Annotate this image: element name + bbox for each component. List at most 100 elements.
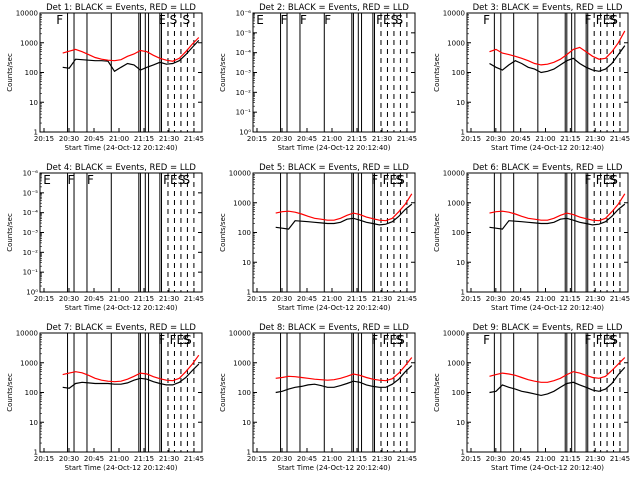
y-tick-label: 1000 [233, 199, 251, 207]
y-axis-label: Counts/sec [6, 373, 14, 412]
event-marker: F [56, 13, 63, 27]
event-marker: S [396, 333, 404, 347]
x-tick-label: 21:45 [184, 295, 204, 303]
x-tick-label: 20:45 [297, 135, 317, 143]
event-marker: FES [170, 333, 192, 347]
event-marker: FES [163, 173, 185, 187]
x-tick-label: 21:30 [372, 135, 392, 143]
series-events-line [275, 203, 413, 230]
x-tick-label: 20:30 [486, 295, 506, 303]
x-tick-label: 21:30 [585, 135, 605, 143]
x-tick-label: 21:15 [347, 295, 367, 303]
event-marker: FES [596, 173, 618, 187]
y-tick-label: 10000 [16, 330, 38, 338]
event-marker: FES [383, 333, 405, 347]
y-tick-label: 100 [238, 229, 251, 237]
chart-title: Det 2: BLACK = Events, RED = LLD [259, 3, 409, 13]
y-tick-label: 10 [29, 99, 38, 107]
event-marker: F [371, 173, 378, 187]
event-marker: E [43, 173, 51, 187]
x-tick-label: 21:30 [585, 295, 605, 303]
y-tick-label: 10⁻¹ [236, 109, 252, 117]
event-marker: F [483, 13, 490, 27]
series-lld-line [275, 357, 413, 382]
y-axis-label: Counts/sec [6, 213, 14, 252]
plot-frame [39, 172, 203, 293]
x-tick-label: 20:30 [272, 295, 292, 303]
x-tick-label: 20:30 [486, 455, 506, 463]
x-tick-label: 21:30 [159, 295, 179, 303]
y-tick-label: 10⁻³ [23, 229, 39, 237]
x-tick-label: 20:45 [511, 135, 531, 143]
chart-panel-6: Det 6: BLACK = Events, RED = LLD 1 10 100 10… [433, 163, 630, 312]
x-tick-label: 21:30 [372, 295, 392, 303]
y-tick-label: 10⁻² [236, 89, 252, 97]
y-tick-label: 10000 [443, 170, 465, 178]
series-lld-line [275, 193, 413, 222]
plot-frame [466, 12, 629, 133]
x-tick-label: 21:00 [535, 295, 555, 303]
event-marker: F [324, 13, 331, 27]
x-axis-label: Start Time (24-Oct-12 20:12:40) [65, 464, 178, 472]
y-tick-label: 1 [34, 129, 38, 137]
x-axis-label: Start Time (24-Oct-12 20:12:40) [278, 144, 391, 152]
y-tick-label: 10 [29, 419, 38, 427]
plot-frame [39, 12, 203, 133]
x-tick-label: 21:00 [535, 135, 555, 143]
y-tick-label: 10⁰ [26, 289, 38, 297]
event-marker: S [396, 13, 404, 27]
x-tick-label: 21:00 [322, 295, 342, 303]
x-tick-label: 20:15 [247, 135, 267, 143]
x-tick-label: 21:15 [560, 455, 580, 463]
x-tick-label: 20:45 [511, 455, 531, 463]
event-marker: S [609, 173, 617, 187]
x-tick-label: 21:15 [134, 455, 154, 463]
y-tick-label: 1000 [233, 359, 251, 367]
y-tick-label: 1 [34, 449, 38, 457]
x-tick-label: 21:15 [347, 455, 367, 463]
x-axis-label: Start Time (24-Oct-12 20:12:40) [65, 304, 178, 312]
x-axis-label: Start Time (24-Oct-12 20:12:40) [491, 464, 604, 472]
y-tick-label: 10⁻⁵ [236, 29, 252, 37]
y-tick-label: 1 [461, 129, 465, 137]
chart-panel-8: Det 8: BLACK = Events, RED = LLD 1 10 100 10… [219, 323, 417, 472]
x-axis-label: Start Time (24-Oct-12 20:12:40) [278, 464, 391, 472]
series-events-line [489, 203, 626, 230]
y-tick-label: 1000 [447, 199, 465, 207]
y-tick-label: 100 [452, 69, 465, 77]
chart-title: Det 8: BLACK = Events, RED = LLD [259, 323, 409, 333]
y-tick-label: 1000 [447, 39, 465, 47]
series-lld-line [489, 193, 626, 222]
y-tick-label: 10 [456, 259, 465, 267]
event-marker: F [585, 13, 592, 27]
event-marker: S [170, 13, 178, 27]
y-tick-label: 10 [456, 99, 465, 107]
x-tick-label: 21:00 [109, 135, 129, 143]
x-tick-label: 21:30 [159, 455, 179, 463]
event-marker: F [585, 333, 592, 347]
x-tick-label: 20:45 [84, 135, 104, 143]
x-tick-label: 20:15 [34, 295, 54, 303]
x-tick-label: 20:15 [461, 135, 481, 143]
series-lld-line [489, 357, 626, 383]
chart-panel-4: Det 4: BLACK = Events, RED = LLD 10⁰ 10⁻¹ 1… [6, 163, 204, 312]
series-lld-line [62, 37, 200, 62]
event-marker: FES [596, 13, 618, 27]
y-tick-label: 10 [456, 419, 465, 427]
x-tick-label: 21:00 [109, 295, 129, 303]
chart-panel-9: Det 9: BLACK = Events, RED = LLD 1 10 100 10… [433, 323, 630, 472]
y-tick-label: 10⁻⁴ [236, 49, 252, 57]
x-tick-label: 21:00 [109, 455, 129, 463]
y-axis-label: Counts/sec [219, 213, 227, 252]
chart-panel-2: Det 2: BLACK = Events, RED = LLD 10⁰ 10⁻¹ 1… [219, 3, 417, 152]
x-tick-label: 21:30 [585, 455, 605, 463]
x-tick-label: 21:45 [397, 295, 417, 303]
x-axis-label: Start Time (24-Oct-12 20:12:40) [491, 144, 604, 152]
y-tick-label: 100 [238, 389, 251, 397]
event-marker: S [609, 333, 617, 347]
x-tick-label: 21:15 [134, 135, 154, 143]
x-tick-label: 21:00 [322, 455, 342, 463]
y-tick-label: 100 [25, 389, 38, 397]
y-tick-label: 10000 [443, 10, 465, 18]
